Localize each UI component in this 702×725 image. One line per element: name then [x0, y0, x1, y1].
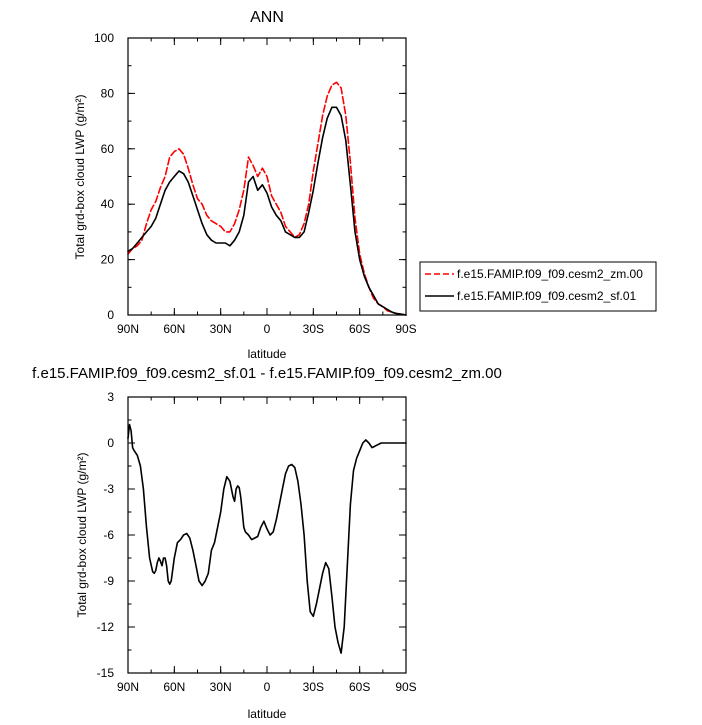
top-y-tick-label-1: 20	[101, 253, 115, 267]
top-series-lines	[127, 81, 407, 316]
bottom-series-lines	[127, 423, 407, 654]
top-x-tick-label-2: 30N	[210, 322, 232, 336]
bottom-x-tick-label-2: 30N	[210, 680, 232, 694]
legend-box	[419, 261, 657, 312]
bottom-x-tick-label-6: 90S	[395, 680, 416, 694]
bottom-x-tick-label-0: 90N	[117, 680, 139, 694]
top-y-tick-label-5: 100	[94, 31, 114, 45]
bottom-y-tick-label-4: -9	[103, 574, 114, 588]
bottom-x-tick-label-4: 30S	[303, 680, 324, 694]
top-x-tick-label-4: 30S	[303, 322, 324, 336]
top-chart-title: ANN	[250, 9, 284, 26]
top-panel: ANN Total grd-box cloud LWP (g/m²) latit…	[73, 9, 417, 361]
bottom-y-tick-label-6: -15	[97, 666, 115, 680]
top-x-tick-label-5: 60S	[349, 322, 370, 336]
bottom-y-tick-label-3: -6	[103, 528, 114, 542]
bottom-y-tick-label-0: 3	[107, 390, 114, 404]
bottom-x-tick-label-3: 0	[264, 680, 271, 694]
bottom-series-line-0	[127, 423, 407, 654]
top-series-line-0	[127, 81, 407, 316]
top-y-axis-label: Total grd-box cloud LWP (g/m²)	[73, 95, 87, 260]
top-y-tick-label-4: 80	[101, 86, 115, 100]
top-y-tick-label-3: 60	[101, 142, 115, 156]
legend: f.e15.FAMIP.f09_f09.cesm2_zm.00 f.e15.FA…	[419, 261, 657, 312]
top-y-tick-label-2: 40	[101, 197, 115, 211]
top-plot-frame	[127, 37, 407, 316]
bottom-plot-frame	[127, 396, 407, 674]
top-x-tick-label-6: 90S	[395, 322, 416, 336]
bottom-y-axis-label-group: Total grd-box cloud LWP (g/m²)	[75, 453, 89, 618]
bottom-x-tick-label-5: 60S	[349, 680, 370, 694]
bottom-ticks: 90N 60N 30N 0 30S 60S 90S 3 0 -3 -6 -9 -12 -15	[97, 390, 417, 694]
top-y-tick-label-0: 0	[107, 308, 114, 322]
bottom-chart-title: f.e15.FAMIP.f09_f09.cesm2_sf.01 - f.e15.…	[32, 365, 502, 382]
top-y-axis-label-group: Total grd-box cloud LWP (g/m²)	[73, 95, 87, 260]
legend-label-zm: f.e15.FAMIP.f09_f09.cesm2_zm.00	[457, 267, 643, 281]
bottom-y-tick-label-2: -3	[103, 482, 114, 496]
bottom-panel: f.e15.FAMIP.f09_f09.cesm2_sf.01 - f.e15.…	[32, 365, 502, 721]
top-series-line-1	[127, 106, 407, 316]
top-x-tick-label-3: 0	[264, 322, 271, 336]
bottom-y-axis-label: Total grd-box cloud LWP (g/m²)	[75, 453, 89, 618]
bottom-x-tick-label-1: 60N	[163, 680, 185, 694]
bottom-y-tick-label-5: -12	[97, 620, 115, 634]
top-ticks: 90N 60N 30N 0 30S 60S 90S 0 20 40 60 80 100	[94, 31, 417, 336]
bottom-y-tick-label-1: 0	[107, 436, 114, 450]
top-x-tick-label-1: 60N	[163, 322, 185, 336]
top-x-tick-label-0: 90N	[117, 322, 139, 336]
bottom-x-axis-label: latitude	[248, 707, 287, 721]
top-x-axis-label: latitude	[248, 347, 287, 361]
legend-label-sf: f.e15.FAMIP.f09_f09.cesm2_sf.01	[457, 289, 637, 303]
